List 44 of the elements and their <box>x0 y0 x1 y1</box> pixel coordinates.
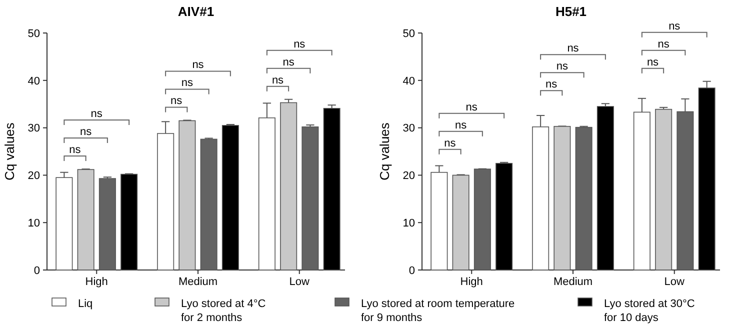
x-tick-label: Low <box>664 276 685 288</box>
chart-title: AIV#1 <box>178 4 214 19</box>
y-tick-label: 0 <box>34 264 40 277</box>
annotation: ns <box>546 78 558 91</box>
x-tick-label: High <box>85 276 108 288</box>
chart-title: H5#1 <box>555 4 587 19</box>
y-tick-label: 30 <box>402 122 415 135</box>
annotation: ns <box>444 137 456 150</box>
text: ns <box>668 20 681 32</box>
x-tick-label: Medium <box>178 276 218 288</box>
y-tick-label: 50 <box>402 28 415 40</box>
annotation: ns <box>567 42 580 55</box>
annotation: ns <box>294 38 306 50</box>
y-tick-label: 20 <box>28 170 40 182</box>
annotation: ns <box>90 108 103 120</box>
y-axis-title: Cq values <box>377 122 392 180</box>
y-tick-label: 40 <box>402 75 415 88</box>
annotation: ns <box>181 77 194 90</box>
y-tick-label: 10 <box>402 217 415 230</box>
y-tick-label: 0 <box>408 264 415 277</box>
y-tick-label: 10 <box>28 217 40 230</box>
annotation: ns <box>272 74 284 86</box>
y-axis-title: Cq values <box>2 122 17 180</box>
y-tick-label: 50 <box>28 28 40 40</box>
x-tick-label: Medium <box>553 276 593 288</box>
x-tick-label: Low <box>289 276 310 288</box>
annotation: ns <box>69 144 82 156</box>
y-tick-label: 30 <box>28 122 40 135</box>
annotation: ns <box>80 126 92 138</box>
legend-label: Lyo stored at room temperature for 9 months <box>361 298 515 324</box>
x-tick-label: High <box>460 276 483 288</box>
annotation: ns <box>454 119 468 132</box>
annotation: ns <box>646 56 660 68</box>
y-tick-label: 20 <box>402 170 415 182</box>
annotation: ns <box>192 59 204 72</box>
annotation: ns <box>170 95 183 108</box>
annotation: ns <box>658 38 670 50</box>
y-tick-label: 40 <box>28 75 40 88</box>
annotation: ns <box>282 56 295 68</box>
legend-label: Lyo stored at 30°C for 10 days <box>604 298 695 324</box>
annotation: ns <box>466 101 478 114</box>
legend-label: Lyo stored at 4°C for 2 months <box>181 298 266 324</box>
annotation: ns <box>556 60 568 73</box>
legend-label: Liq <box>78 298 93 310</box>
